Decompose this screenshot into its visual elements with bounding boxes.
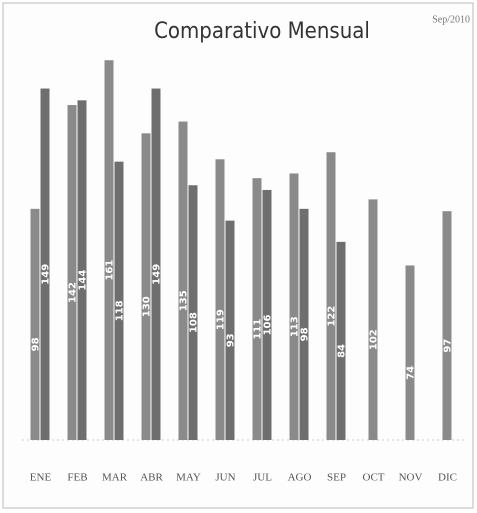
- value-label: 135: [179, 290, 190, 311]
- x-tick-label: ABR: [140, 472, 163, 484]
- bar: [178, 121, 188, 440]
- x-tick-label: JUL: [253, 472, 272, 484]
- value-label: 149: [152, 264, 163, 285]
- x-tick-label: JUN: [215, 472, 235, 484]
- x-tick-label: MAY: [176, 472, 201, 484]
- value-label: 122: [327, 306, 338, 327]
- x-tick-label: OCT: [363, 472, 385, 484]
- x-tick-label: SEP: [327, 472, 346, 484]
- value-label: 108: [189, 312, 200, 333]
- bar: [77, 100, 87, 441]
- x-tick-label: MAR: [102, 472, 128, 484]
- bar: [104, 60, 114, 441]
- bar: [299, 208, 309, 440]
- bar: [141, 133, 151, 440]
- value-label: 142: [68, 282, 79, 303]
- bar: [326, 152, 336, 441]
- x-tick-label: ENE: [30, 472, 52, 484]
- value-label: 113: [290, 316, 301, 337]
- bar: [405, 265, 415, 440]
- value-label: 149: [41, 264, 52, 285]
- bar: [188, 185, 198, 440]
- bar: [442, 211, 452, 440]
- bar: [67, 105, 77, 440]
- value-label: 119: [216, 309, 227, 330]
- bar: [336, 241, 346, 440]
- value-label: 102: [369, 329, 380, 350]
- bar: [225, 220, 235, 440]
- bar: [151, 88, 161, 441]
- chart-title: Comparativo Mensual: [154, 19, 370, 44]
- bar: [289, 173, 299, 440]
- x-tick-label: AGO: [288, 472, 312, 484]
- x-tick-label: DIC: [438, 472, 457, 484]
- value-label: 84: [337, 344, 348, 358]
- bar: [252, 178, 262, 440]
- bar: [114, 161, 124, 441]
- value-label: 97: [443, 339, 454, 353]
- value-label: 130: [142, 296, 153, 317]
- bar: [30, 208, 40, 440]
- value-label: 98: [31, 337, 42, 351]
- bar: [40, 88, 50, 441]
- bar: [262, 189, 272, 440]
- value-label: 93: [226, 333, 237, 347]
- x-tick-label: NOV: [399, 472, 423, 484]
- value-label: 106: [263, 315, 274, 336]
- value-label: 118: [115, 300, 126, 321]
- bar: [368, 199, 378, 440]
- date-note: Sep/2010: [432, 14, 470, 25]
- value-label: 161: [105, 260, 116, 281]
- value-label: 111: [253, 319, 264, 340]
- bar: [215, 159, 225, 441]
- x-tick-label: FEB: [67, 472, 87, 484]
- value-label: 144: [78, 270, 89, 291]
- value-label: 74: [406, 366, 417, 380]
- value-label: 98: [300, 327, 311, 341]
